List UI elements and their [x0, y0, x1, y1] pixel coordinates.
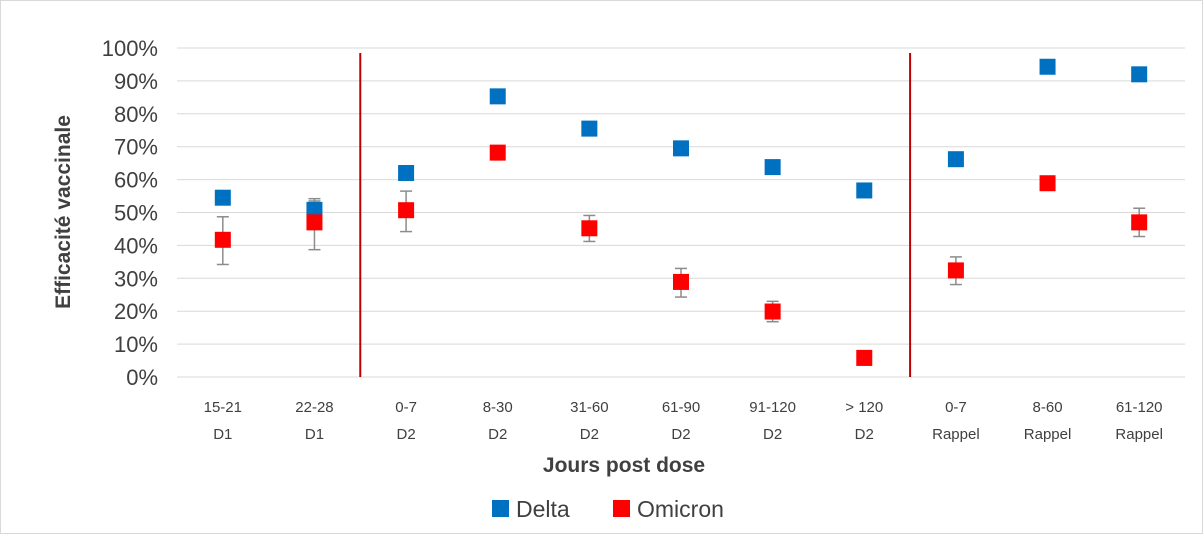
legend-label-omicron: Omicron — [637, 496, 724, 522]
x-tick-label: D1 — [213, 426, 232, 443]
data-point-omicron — [1131, 214, 1148, 231]
data-point-delta — [947, 151, 964, 168]
x-axis-ticks: 15-21 D1 22-28 D1 0-7 D2 8-30 D2 31-60 D2 61-90 D2 9… — [204, 399, 1163, 443]
x-tick-label: > 120 — [845, 399, 883, 416]
x-tick-label: 8-60 — [1033, 399, 1063, 416]
data-point-delta — [856, 182, 873, 199]
x-tick-label: 15-21 — [204, 399, 242, 416]
data-point-omicron — [489, 144, 506, 161]
y-tick-label: 40% — [114, 233, 158, 258]
y-tick-label: 100% — [102, 36, 158, 61]
x-tick-label: 61-90 — [662, 399, 700, 416]
y-tick-label: 90% — [114, 69, 158, 94]
data-point-omicron — [764, 303, 781, 320]
data-point-omicron — [1039, 175, 1056, 192]
legend: Delta Omicron — [492, 496, 724, 522]
gridlines — [177, 47, 1185, 378]
data-point-delta — [398, 165, 415, 182]
data-point-omicron — [581, 220, 598, 237]
legend-swatch-omicron — [613, 500, 630, 517]
x-tick-label: D2 — [580, 426, 599, 443]
x-axis-label: Jours post dose — [543, 454, 705, 477]
data-point-omicron — [306, 214, 323, 231]
data-point-omicron — [947, 262, 964, 279]
x-tick-label: D2 — [671, 426, 690, 443]
data-point-delta — [581, 120, 598, 137]
data-point-delta — [489, 88, 506, 105]
data-point-omicron — [214, 231, 231, 248]
data-point-delta — [673, 140, 689, 157]
y-tick-label: 0% — [126, 365, 158, 390]
x-tick-label: D2 — [396, 426, 415, 443]
data-point-delta — [1039, 58, 1056, 75]
x-tick-label: D2 — [763, 426, 782, 443]
x-tick-label: 8-30 — [483, 399, 513, 416]
y-tick-label: 80% — [114, 102, 158, 127]
data-point-delta — [764, 159, 781, 176]
data-point-delta — [1131, 66, 1148, 83]
data-point-delta — [214, 189, 231, 206]
y-tick-label: 50% — [114, 201, 158, 226]
x-tick-label: 91-120 — [749, 399, 796, 416]
y-tick-label: 10% — [114, 332, 158, 357]
x-tick-label: Rappel — [1115, 426, 1163, 443]
data-point-omicron — [398, 202, 415, 219]
y-axis-label: Efficacité vaccinale — [52, 115, 75, 309]
data-point-omicron — [673, 273, 689, 290]
x-tick-label: 0-7 — [945, 399, 967, 416]
x-tick-label: D1 — [305, 426, 324, 443]
y-tick-label: 30% — [114, 266, 158, 291]
y-axis-ticks: 0% 10% 20% 30% 40% 50% 60% 70% 80% 90% 100% — [102, 36, 158, 390]
x-tick-label: 0-7 — [395, 399, 417, 416]
x-tick-label: Rappel — [1024, 426, 1072, 443]
data-point-omicron — [856, 349, 873, 366]
y-tick-label: 70% — [114, 135, 158, 160]
x-tick-label: D2 — [855, 426, 874, 443]
data-points — [214, 58, 1148, 366]
x-tick-label: D2 — [488, 426, 507, 443]
dose-separators — [359, 53, 912, 377]
y-tick-label: 60% — [114, 168, 158, 193]
legend-label-delta: Delta — [516, 496, 570, 522]
legend-swatch-delta — [492, 500, 509, 517]
x-tick-label: 31-60 — [570, 399, 608, 416]
x-tick-label: 22-28 — [295, 399, 333, 416]
x-tick-label: 61-120 — [1116, 399, 1163, 416]
x-tick-label: Rappel — [932, 426, 980, 443]
y-tick-label: 20% — [114, 299, 158, 324]
data-point-delta — [306, 201, 323, 218]
